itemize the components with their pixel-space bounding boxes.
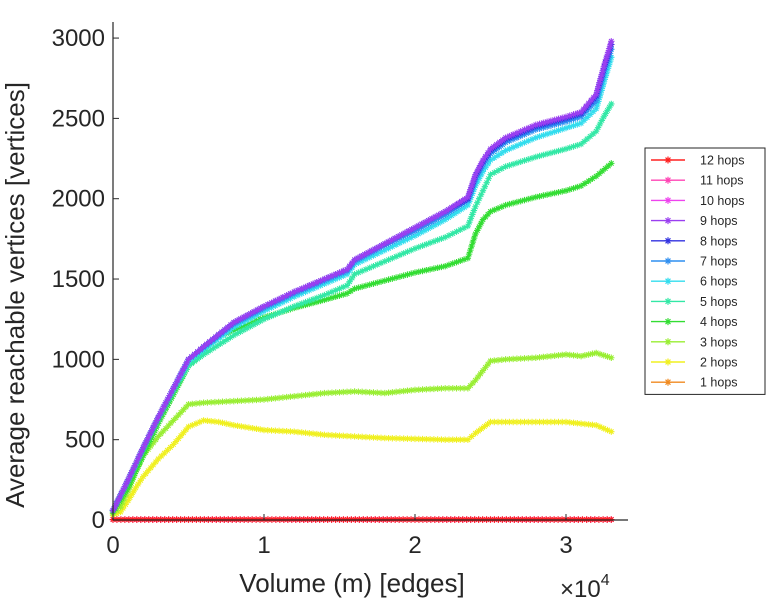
series-line bbox=[112, 352, 612, 515]
legend-swatch-marker bbox=[664, 297, 672, 305]
legend-label: 11 hops bbox=[700, 174, 744, 188]
y-tick-label: 1500 bbox=[52, 266, 105, 293]
legend-item: 5 hops bbox=[651, 295, 738, 309]
x-multiplier-base: ×10 bbox=[560, 576, 601, 600]
legend-swatch-marker bbox=[664, 338, 672, 346]
x-axis-multiplier: ×104 bbox=[560, 572, 610, 600]
legend-swatch-marker bbox=[664, 176, 672, 184]
legend-item: 12 hops bbox=[651, 154, 744, 168]
y-tick-label: 2000 bbox=[52, 186, 105, 213]
legend-label: 10 hops bbox=[700, 194, 744, 208]
series-markers bbox=[109, 100, 615, 514]
legend: 12 hops 11 hops 10 hops 9 hops 8 hops 7 hops 6… bbox=[644, 147, 766, 395]
legend-label: 3 hops bbox=[700, 335, 738, 349]
legend-item: 3 hops bbox=[651, 335, 738, 349]
legend-swatch-marker bbox=[664, 217, 672, 225]
y-axis-title: Average reachable vertices [vertices] bbox=[0, 82, 30, 508]
legend-label: 6 hops bbox=[700, 275, 738, 289]
legend-swatch-marker bbox=[664, 277, 672, 285]
y-tick-label: 0 bbox=[92, 507, 105, 534]
legend-swatch-marker bbox=[664, 358, 672, 366]
legend-item: 9 hops bbox=[651, 214, 738, 228]
series-line bbox=[112, 162, 612, 513]
legend-swatch-marker bbox=[664, 156, 672, 164]
legend-item: 7 hops bbox=[651, 255, 738, 269]
series-4-hops bbox=[109, 160, 615, 516]
legend-item: 8 hops bbox=[651, 234, 738, 248]
series-markers bbox=[109, 417, 615, 519]
x-tick-label: 0 bbox=[106, 532, 119, 559]
legend-label: 12 hops bbox=[700, 154, 744, 168]
legend-label: 9 hops bbox=[700, 214, 738, 228]
series-8-hops bbox=[109, 41, 615, 514]
ticks-group: 0 1 2 3 0 500 1000 1500 2000 2500 3000 bbox=[52, 25, 573, 559]
series-markers bbox=[109, 41, 615, 514]
legend-label: 5 hops bbox=[700, 295, 738, 309]
y-tick-label: 3000 bbox=[52, 25, 105, 52]
legend-swatch-marker bbox=[664, 257, 672, 265]
series-line bbox=[112, 49, 613, 511]
series-9-hops bbox=[109, 38, 615, 514]
series-markers bbox=[109, 46, 615, 514]
series-line bbox=[112, 103, 612, 511]
legend-item: 4 hops bbox=[651, 315, 738, 329]
series-markers bbox=[109, 160, 615, 516]
legend-label: 8 hops bbox=[700, 234, 738, 248]
y-tick-label: 1000 bbox=[52, 346, 105, 373]
axes-group bbox=[112, 22, 628, 521]
series-markers bbox=[109, 38, 615, 514]
x-tick-label: 2 bbox=[408, 532, 421, 559]
x-axis-title: Volume (m) [edges] bbox=[239, 568, 464, 598]
series-7-hops bbox=[109, 46, 615, 514]
x-multiplier-exponent: 4 bbox=[601, 572, 610, 589]
legend-label: 4 hops bbox=[700, 315, 738, 329]
legend-item: 11 hops bbox=[651, 174, 744, 188]
legend-item: 6 hops bbox=[651, 275, 738, 289]
legend-item: 2 hops bbox=[651, 356, 738, 370]
series-line bbox=[112, 44, 613, 511]
y-tick-label: 2500 bbox=[52, 105, 105, 132]
y-tick-label: 500 bbox=[65, 427, 105, 454]
legend-box bbox=[644, 147, 766, 395]
plot-series-group bbox=[109, 38, 615, 523]
series-5-hops bbox=[109, 100, 615, 514]
legend-swatch-marker bbox=[664, 196, 672, 204]
series-2-hops bbox=[109, 417, 615, 519]
legend-swatch-marker bbox=[664, 237, 672, 245]
x-tick-label: 3 bbox=[559, 532, 572, 559]
legend-swatch-marker bbox=[664, 318, 672, 326]
legend-label: 1 hops bbox=[700, 376, 738, 390]
legend-swatch-marker bbox=[664, 378, 672, 386]
legend-item: 1 hops bbox=[651, 376, 738, 390]
legend-item: 10 hops bbox=[651, 194, 744, 208]
legend-label: 7 hops bbox=[700, 255, 738, 269]
legend-label: 2 hops bbox=[700, 356, 738, 370]
x-tick-label: 1 bbox=[257, 532, 270, 559]
